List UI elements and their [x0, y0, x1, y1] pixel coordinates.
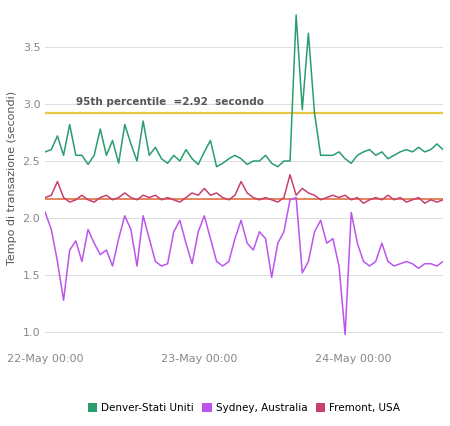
- Text: 95th percentile  =2.92  secondo: 95th percentile =2.92 secondo: [76, 98, 264, 107]
- Legend: Denver-Stati Uniti, Sydney, Australia, Fremont, USA: Denver-Stati Uniti, Sydney, Australia, F…: [84, 399, 405, 417]
- Y-axis label: Tempo di transazione (secondi): Tempo di transazione (secondi): [7, 91, 17, 265]
